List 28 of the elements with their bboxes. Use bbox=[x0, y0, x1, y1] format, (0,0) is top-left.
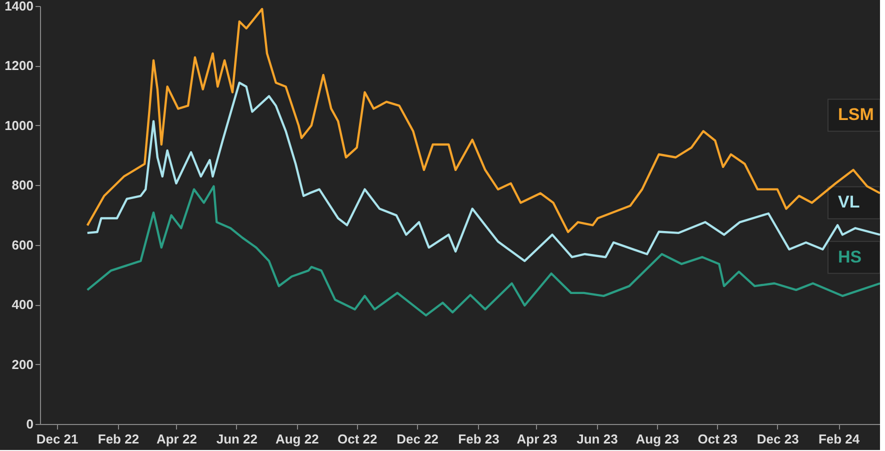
y-tick-label: 800 bbox=[12, 178, 34, 193]
y-tick-label: 0 bbox=[26, 416, 34, 432]
series-label: HS bbox=[838, 247, 862, 266]
x-tick-label: Feb 23 bbox=[458, 432, 500, 446]
x-tick-label: Dec 22 bbox=[396, 432, 439, 446]
line-series bbox=[86, 82, 880, 262]
y-tick-label: 1400 bbox=[4, 0, 34, 14]
text: LSM bbox=[838, 105, 874, 124]
x-tick-label: Aug 22 bbox=[275, 432, 319, 446]
x-tick-label: Dec 23 bbox=[756, 432, 799, 446]
x-tick-label: Feb 22 bbox=[98, 432, 140, 446]
line-series bbox=[86, 185, 880, 316]
y-tick-label: 600 bbox=[12, 237, 34, 252]
x-tick-label: Jun 23 bbox=[576, 432, 618, 446]
y-tick-label: 200 bbox=[12, 356, 34, 372]
y-tick-label: 1200 bbox=[4, 58, 34, 74]
y-tick-label: 400 bbox=[12, 297, 34, 312]
x-tick-label: Oct 22 bbox=[337, 432, 378, 446]
x-tick-label: Apr 23 bbox=[516, 432, 558, 446]
x-tick-label: Apr 22 bbox=[156, 432, 197, 446]
x-tick-label: Feb 24 bbox=[818, 432, 860, 446]
x-tick-label: Dec 21 bbox=[36, 432, 78, 446]
x-tick-label: Aug 23 bbox=[636, 432, 680, 446]
x-tick-label: Oct 23 bbox=[698, 432, 738, 446]
y-tick-label: 1000 bbox=[4, 118, 34, 133]
line-series bbox=[86, 8, 880, 234]
x-tick-label: Jun 22 bbox=[216, 432, 258, 446]
series-label: VL bbox=[838, 192, 860, 212]
